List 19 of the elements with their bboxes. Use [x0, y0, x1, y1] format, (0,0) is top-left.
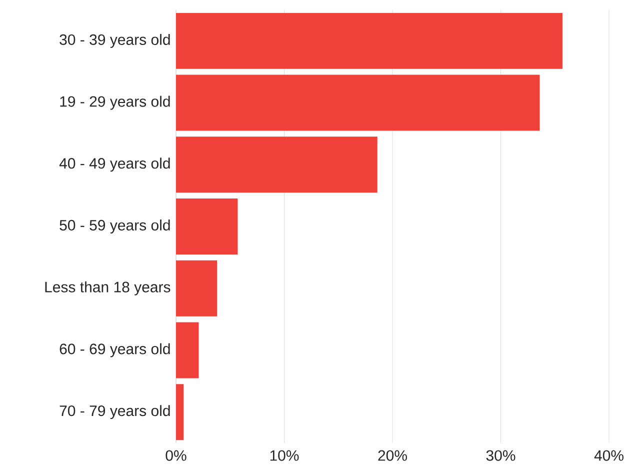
y-tick-label: 19 - 29 years old [60, 96, 170, 110]
x-tick-label: 30% [486, 450, 516, 461]
bar [176, 198, 238, 255]
bar [176, 322, 199, 378]
bar [176, 74, 540, 131]
y-tick-label: Less than 18 years [45, 281, 170, 296]
y-tick-label: 60 - 69 years old [60, 343, 170, 358]
x-tick-label: 40% [594, 450, 624, 461]
x-tick-label: 10% [270, 450, 299, 461]
y-tick-label: 30 - 39 years old [60, 34, 170, 48]
y-tick-label: 50 - 59 years old [60, 220, 170, 234]
y-tick-label: 70 - 79 years old [60, 405, 170, 420]
bar [176, 12, 562, 69]
x-tick-label: 0% [166, 450, 186, 461]
bar [176, 260, 218, 316]
bar [176, 136, 378, 193]
y-tick-label: 40 - 49 years old [59, 158, 170, 172]
x-tick-label: 20% [378, 450, 407, 461]
bar [176, 384, 184, 440]
